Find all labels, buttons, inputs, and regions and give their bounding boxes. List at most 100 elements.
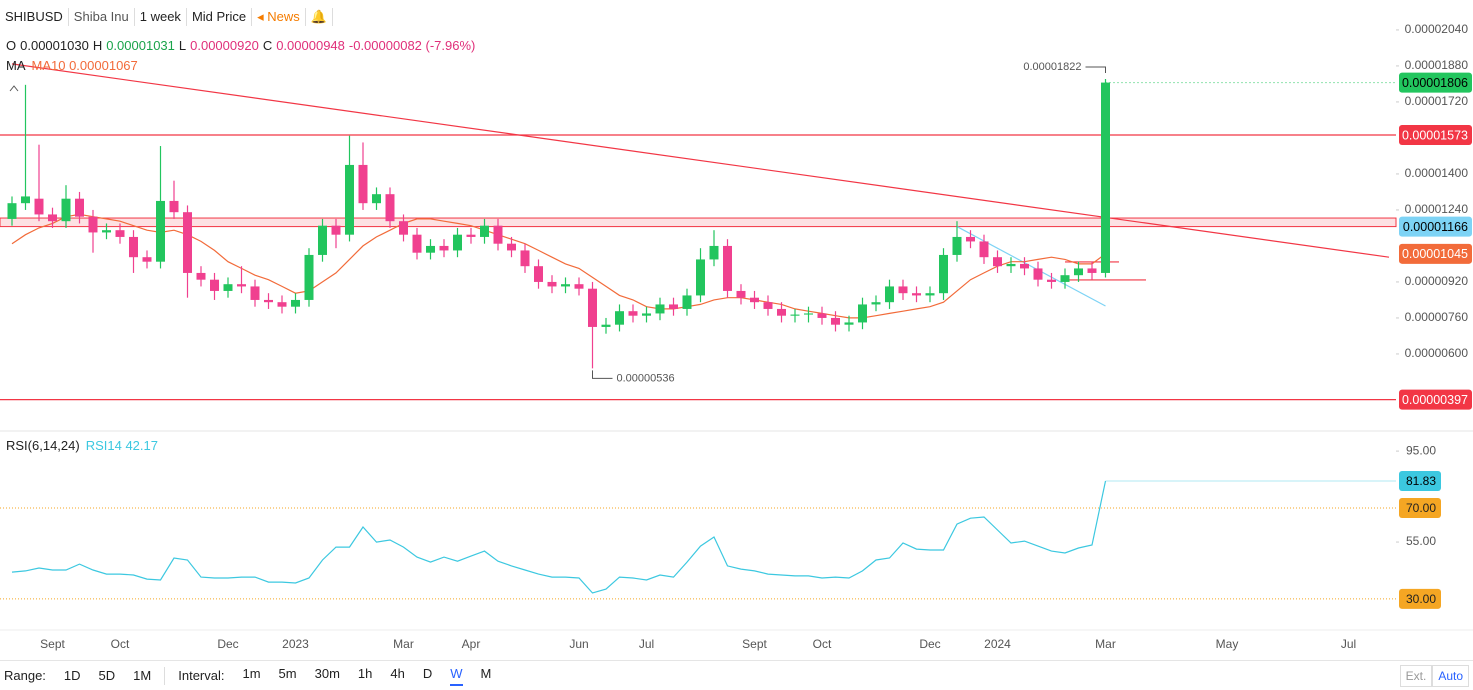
- price-line-label-box: [1399, 125, 1472, 146]
- range-option[interactable]: 5D: [98, 668, 116, 683]
- candle-body: [156, 200, 165, 262]
- interval-option[interactable]: 1h: [357, 665, 373, 681]
- candle-body: [385, 194, 395, 222]
- news[interactable]: ◂ News: [252, 8, 306, 26]
- candle-body: [790, 314, 800, 316]
- candle-body: [48, 214, 57, 222]
- interval-option[interactable]: 4h: [390, 665, 405, 681]
- zone-label-box: [1399, 216, 1472, 237]
- y-tick-label: 0.00001880: [1405, 58, 1469, 72]
- candle-body: [129, 236, 138, 258]
- candle-body: [88, 216, 98, 233]
- ext-button[interactable]: Ext.: [1399, 665, 1433, 687]
- candle-body: [561, 284, 570, 287]
- candle-body: [885, 286, 894, 303]
- interval-option[interactable]: M: [480, 665, 492, 681]
- change: -0.00000082 (-7.96%): [348, 38, 476, 53]
- candle-body: [1047, 279, 1056, 282]
- candle-body: [223, 284, 233, 291]
- candle-body: [1033, 268, 1043, 280]
- candle-body: [898, 286, 908, 294]
- trend-line: [956, 226, 1106, 307]
- auto-button[interactable]: Auto: [1432, 665, 1469, 687]
- candle-body: [102, 230, 111, 233]
- range-option[interactable]: 1D: [63, 668, 81, 683]
- candle-body: [520, 250, 530, 267]
- rsi-tick-label: 95.00: [1406, 443, 1436, 457]
- o-label: O: [6, 38, 17, 53]
- rsi-level-box: [1399, 588, 1441, 609]
- rsi-last-label: 81.83: [1406, 474, 1436, 488]
- candle-body: [318, 225, 327, 255]
- candle-body: [966, 236, 975, 242]
- y-tick-label: 0.00001400: [1405, 166, 1469, 180]
- candle-body: [979, 241, 989, 258]
- rsi-tick-label: 55.00: [1406, 534, 1436, 548]
- low-pointer: [592, 370, 613, 379]
- x-tick-label: 2024: [984, 637, 1011, 651]
- candle-body: [412, 234, 422, 253]
- candle-body: [34, 198, 44, 215]
- candle-body: [493, 225, 503, 244]
- l: 0.00000920: [190, 38, 259, 53]
- candle-body: [1074, 268, 1083, 276]
- candle-body: [372, 194, 381, 204]
- candle-body: [723, 245, 732, 291]
- price-type[interactable]: Mid Price: [187, 8, 253, 26]
- candle-body: [466, 234, 476, 237]
- candle-body: [831, 317, 840, 325]
- rsi-title: RSI(6,14,24): [6, 438, 80, 453]
- x-tick-label: Dec: [217, 637, 238, 651]
- alert[interactable]: 🔔: [306, 8, 333, 26]
- price-zone: [0, 217, 1397, 228]
- range-option[interactable]: 1M: [133, 668, 152, 683]
- rsi-last-box: [1399, 471, 1441, 492]
- interval[interactable]: 1 week: [135, 8, 187, 26]
- ma-last-label: 0.00001045: [1402, 247, 1468, 261]
- candle-body: [75, 198, 84, 217]
- high-label: 0.00001822: [1023, 61, 1081, 73]
- ohlc-legend: O 0.00001030 H 0.00001031 L 0.00000920 C 0.0…: [6, 38, 479, 53]
- candle-body: [264, 299, 273, 303]
- candle-body: [669, 304, 678, 309]
- interval-option[interactable]: D: [422, 665, 433, 681]
- interval-option[interactable]: 1m: [242, 665, 261, 681]
- candle-body: [61, 198, 71, 222]
- candle-body: [912, 293, 921, 296]
- candle-body: [507, 243, 516, 251]
- footer: Range: 1D 5D 1M Interval: 1m 5m 30m 1h 4h D W M E…: [0, 660, 1473, 690]
- candle-body: [331, 225, 341, 235]
- symbol[interactable]: SHIBUSD: [0, 8, 69, 26]
- ma-last-label-box: [1399, 243, 1472, 264]
- ma-value: MA10 0.00001067: [31, 58, 138, 73]
- last-price-label-box: [1399, 72, 1472, 93]
- candle-body: [682, 295, 692, 309]
- candle-body: [804, 313, 813, 315]
- x-tick-label: Mar: [1095, 637, 1116, 651]
- candle-body: [426, 245, 435, 253]
- candle-body: [588, 288, 597, 327]
- x-tick-label: 2023: [282, 637, 309, 651]
- h: 0.00001031: [106, 38, 175, 53]
- x-tick-label: Jul: [639, 637, 654, 651]
- y-tick-label: 0.00000920: [1405, 274, 1469, 288]
- candle-body: [547, 281, 557, 287]
- candle-body: [763, 302, 773, 309]
- candle-body: [277, 302, 287, 307]
- candle-body: [817, 313, 827, 318]
- candle-body: [291, 299, 300, 307]
- interval-option[interactable]: 5m: [278, 665, 297, 681]
- candle-body: [1087, 268, 1097, 273]
- candle-body: [480, 225, 489, 237]
- candle-body: [736, 290, 746, 298]
- candle-body: [601, 324, 611, 327]
- candle-body: [655, 304, 665, 314]
- interval-option[interactable]: W: [450, 666, 463, 686]
- low-label: 0.00000536: [617, 372, 675, 384]
- candle-body: [844, 322, 854, 325]
- h-label: H: [92, 38, 103, 53]
- interval-option[interactable]: 30m: [314, 665, 340, 681]
- rsi-level-box: [1399, 497, 1441, 518]
- toolbar: SHIBUSD Shiba Inu 1 week Mid Price ◂ New…: [0, 4, 333, 30]
